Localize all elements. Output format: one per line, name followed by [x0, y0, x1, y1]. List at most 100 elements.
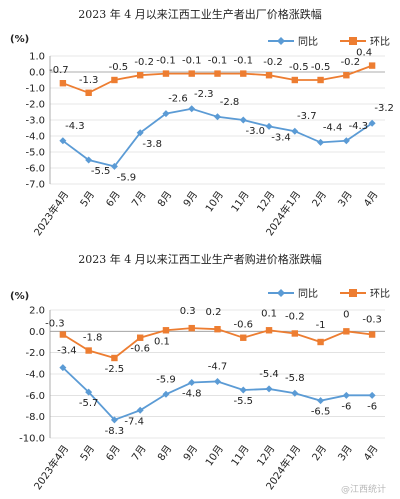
data-label-mom: 0.1: [261, 308, 277, 319]
data-label-yoy: -3.4: [57, 346, 77, 357]
x-tick-label: 10月: [203, 443, 226, 469]
x-tick-label: 2月: [310, 443, 329, 463]
data-label-mom: -0.3: [362, 315, 382, 326]
data-label-mom: -0.7: [49, 65, 69, 76]
data-label-yoy: -7.4: [124, 416, 144, 427]
y-tick-label: 1.0: [29, 52, 45, 63]
data-label-yoy: -4.8: [182, 389, 202, 400]
point-marker-yoy: [110, 162, 118, 170]
point-marker-mom: [111, 354, 118, 362]
legend-yoy-icon: [268, 288, 294, 297]
series-line-mom: [62, 327, 373, 359]
x-tick-label: 10月: [203, 189, 226, 215]
data-label-mom: -0.2: [285, 311, 305, 322]
legend-yoy-label: 同比: [298, 37, 318, 48]
x-tick-label: 9月: [181, 189, 200, 209]
chart-output-price: 2023 年 4 月以来江西工业生产者出厂价格涨跌幅 (%) 同比 环比 1.0…: [0, 0, 400, 245]
y-tick-label: 0.0: [29, 327, 45, 338]
data-label-mom: -0.2: [263, 57, 283, 68]
y-tick-label: -8.0: [25, 412, 45, 423]
x-tick-label: 3月: [336, 443, 355, 463]
point-marker-mom: [214, 70, 221, 77]
data-label-mom: -0.1: [182, 56, 202, 67]
y-tick-label: -4.0: [25, 132, 45, 143]
point-marker-mom: [343, 72, 350, 79]
data-label-mom: -0.6: [130, 344, 150, 355]
chart-title: 2023 年 4 月以来江西工业生产者出厂价格涨跌幅: [78, 8, 322, 21]
x-tick-label: 3月: [336, 189, 355, 209]
point-marker-mom: [265, 72, 273, 79]
point-marker-yoy: [85, 388, 93, 396]
x-tick-label: 6月: [104, 189, 123, 209]
data-label-mom: -0.5: [311, 62, 331, 73]
data-label-mom: -0.2: [341, 57, 361, 68]
point-marker-mom: [291, 330, 299, 337]
y-tick-label: -3.0: [25, 116, 45, 127]
data-label-yoy: -5.5: [91, 166, 111, 177]
point-marker-mom: [368, 62, 376, 69]
point-marker-yoy: [317, 397, 325, 405]
point-marker-yoy: [239, 386, 247, 394]
data-label-mom: 0.2: [206, 307, 222, 318]
x-tick-label: 12月: [255, 189, 278, 215]
y-tick-label: -7.0: [25, 180, 45, 191]
data-label-mom: 0.1: [154, 336, 170, 347]
point-marker-mom: [343, 328, 350, 335]
y-tick-label: -1.0: [25, 84, 45, 95]
x-tick-label: 12月: [255, 443, 278, 469]
x-tick-label: 5月: [78, 443, 97, 463]
point-marker-mom: [214, 326, 221, 333]
legend-mom-label: 环比: [370, 37, 390, 48]
x-tick-label: 4月: [361, 443, 380, 463]
data-label-mom: -0.3: [45, 319, 65, 330]
point-marker-yoy: [342, 391, 350, 399]
data-label-yoy: -2.8: [220, 97, 240, 108]
data-label-yoy: -8.3: [105, 426, 125, 437]
data-label-yoy: -3.8: [142, 139, 162, 150]
point-marker-mom: [59, 80, 67, 87]
data-label-yoy: -3.0: [246, 126, 266, 137]
x-tick-label: 5月: [78, 189, 97, 209]
point-marker-yoy: [85, 156, 93, 164]
data-label-mom: -2.5: [105, 364, 125, 375]
x-tick-label: 9月: [181, 443, 200, 463]
y-unit-label: (%): [10, 34, 30, 45]
data-label-mom: -1: [316, 320, 326, 331]
point-marker-mom: [162, 327, 170, 334]
data-label-yoy: -3.2: [374, 103, 394, 114]
data-label-mom: -1.8: [83, 333, 103, 344]
x-tick-label: 8月: [155, 443, 174, 463]
y-unit-label: (%): [10, 291, 30, 302]
y-tick-label: 2.0: [29, 306, 45, 317]
data-label-mom: -0.6: [234, 320, 254, 331]
data-label-yoy: -6: [341, 401, 351, 412]
data-label-mom: -0.1: [156, 56, 176, 67]
point-marker-mom: [85, 89, 92, 96]
y-tick-label: -10.0: [19, 434, 45, 445]
legend-mom-icon: [340, 288, 366, 297]
data-label-mom: 0: [343, 309, 349, 320]
data-label-yoy: -5.9: [156, 374, 176, 385]
data-label-mom: -0.1: [208, 56, 228, 67]
point-marker-yoy: [162, 390, 170, 398]
data-label-yoy: -5.8: [285, 373, 305, 384]
y-tick-label: -2.0: [25, 100, 45, 111]
point-marker-mom: [136, 334, 144, 341]
point-marker-yoy: [291, 389, 299, 397]
point-marker-mom: [136, 72, 144, 79]
legend: 同比 环比: [268, 33, 390, 48]
x-tick-label: 11月: [229, 443, 252, 469]
data-label-yoy: -5.9: [117, 172, 137, 183]
point-marker-mom: [85, 347, 92, 354]
x-tick-label: 2月: [310, 189, 329, 209]
data-label-yoy: -6.5: [311, 407, 331, 418]
x-tick-label: 4月: [361, 189, 380, 209]
point-marker-mom: [317, 338, 324, 346]
x-tick-label: 8月: [155, 189, 174, 209]
point-marker-mom: [240, 70, 247, 77]
data-label-yoy: -6: [367, 401, 377, 412]
y-tick-label: 0.0: [29, 68, 45, 79]
watermark: @江西统计: [340, 485, 386, 495]
legend-yoy-icon: [268, 36, 294, 45]
